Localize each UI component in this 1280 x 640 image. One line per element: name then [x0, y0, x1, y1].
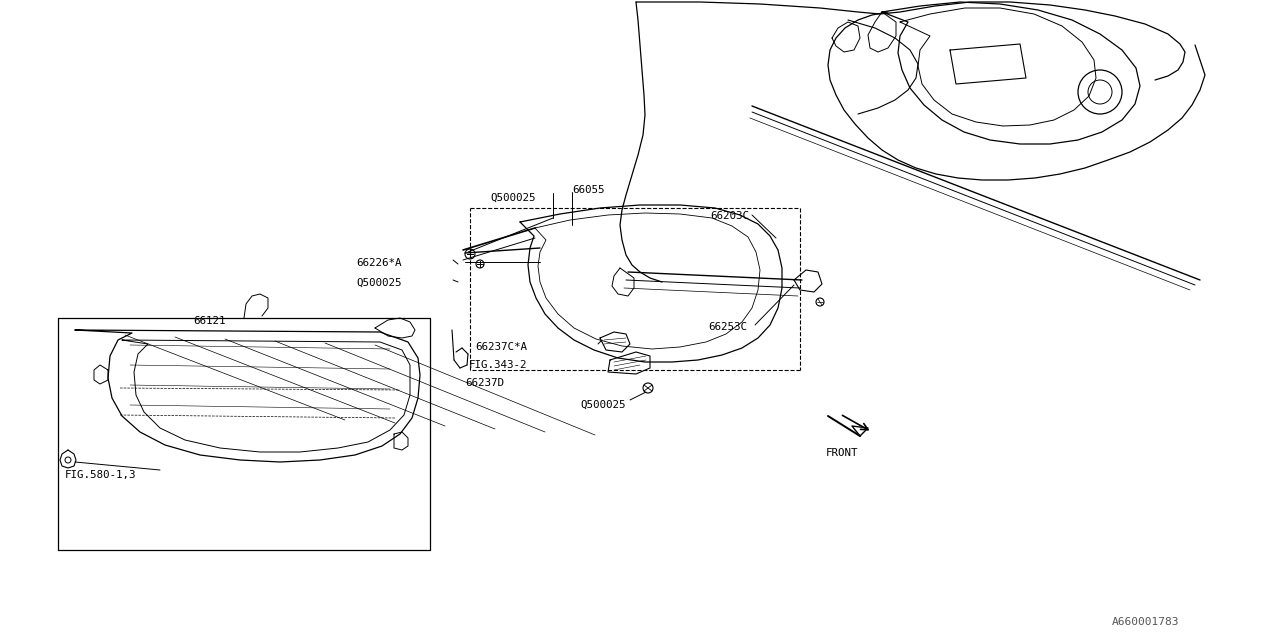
Text: A660001783: A660001783 [1112, 617, 1179, 627]
Text: 66237C*A: 66237C*A [475, 342, 527, 352]
Text: 66226*A: 66226*A [356, 258, 402, 268]
Text: Q500025: Q500025 [490, 193, 535, 203]
Text: 66121: 66121 [193, 316, 225, 326]
Text: 66055: 66055 [572, 185, 604, 195]
Text: 66203C: 66203C [710, 211, 749, 221]
Text: 66237D: 66237D [465, 378, 504, 388]
Text: Q500025: Q500025 [356, 278, 402, 288]
Text: 66253C: 66253C [708, 322, 748, 332]
Text: Q500025: Q500025 [580, 400, 626, 410]
Text: FRONT: FRONT [826, 448, 859, 458]
Text: FIG.343-2: FIG.343-2 [468, 360, 527, 370]
Text: FIG.580-1,3: FIG.580-1,3 [65, 470, 137, 480]
